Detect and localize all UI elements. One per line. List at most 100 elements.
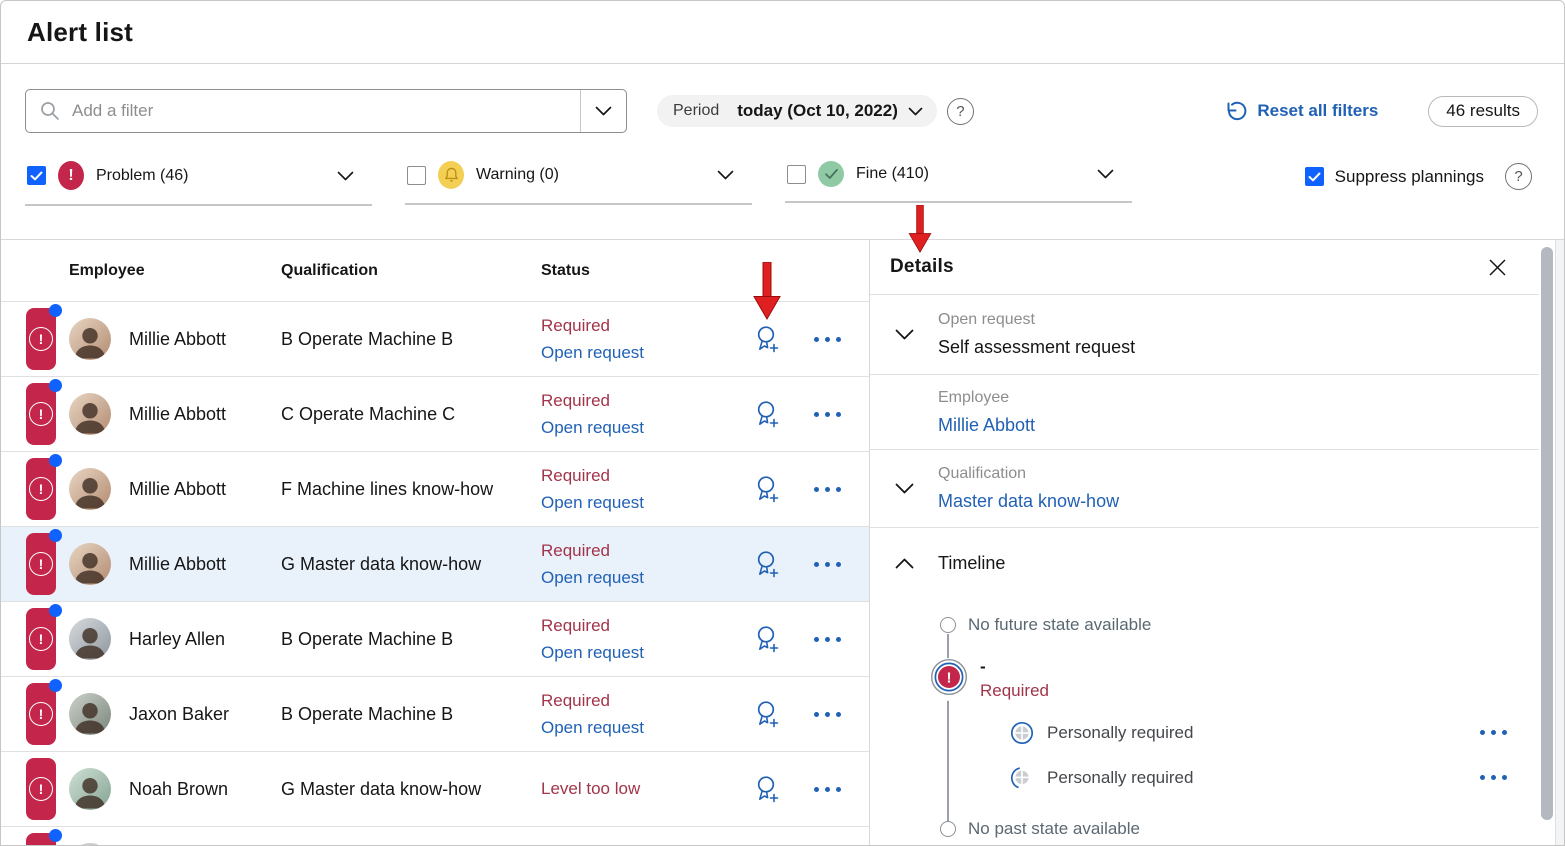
status-cell: Required Open request	[541, 316, 716, 363]
details-header: Details	[870, 240, 1539, 295]
row-overflow-menu-button[interactable]	[812, 331, 843, 348]
status-line-1: Required	[541, 315, 610, 335]
problem-checkbox[interactable]	[27, 166, 46, 185]
warning-checkbox[interactable]	[407, 165, 426, 185]
qualification-cell: B Operate Machine B	[281, 628, 454, 649]
column-header-employee: Employee	[69, 261, 145, 279]
avatar	[69, 393, 111, 435]
details-scrollbar[interactable]	[1539, 240, 1555, 845]
details-panel: Details Open request Self assessment req…	[869, 240, 1539, 845]
chevron-down-icon[interactable]	[337, 171, 354, 181]
chevron-down-icon[interactable]	[870, 329, 938, 340]
status-line-2[interactable]: Open request	[541, 492, 645, 512]
open-request-label: Open request	[938, 311, 1035, 328]
chevron-up-icon[interactable]	[870, 558, 938, 569]
timeline-personal-item: Personally required	[870, 710, 1539, 755]
unread-dot-icon	[49, 454, 62, 467]
chevron-down-icon[interactable]	[1097, 169, 1114, 179]
assign-qualification-ribbon-icon[interactable]	[754, 325, 780, 353]
suppress-plannings-control: Suppress plannings ?	[1304, 157, 1532, 190]
status-line-2[interactable]: Open request	[541, 342, 645, 362]
qualification-cell: G Master data know-how	[281, 778, 482, 799]
chevron-down-icon[interactable]	[870, 483, 938, 494]
qualification-cell: G Master data know-how	[281, 553, 482, 574]
suppress-help-icon[interactable]: ?	[1505, 163, 1532, 190]
table-row[interactable]: ! Millie Abbott C Operate Machine C Requ…	[1, 376, 869, 451]
details-qualification-row: Qualification Master data know-how	[870, 450, 1539, 528]
filter-group-problem[interactable]: ! Problem (46)	[25, 157, 372, 206]
details-open-request-row: Open request Self assessment request	[870, 295, 1539, 375]
results-count-label: 46 results	[1446, 101, 1520, 120]
filter-dropdown-button[interactable]	[580, 90, 626, 132]
unread-dot-icon	[49, 829, 62, 842]
row-overflow-menu-button[interactable]	[812, 481, 843, 498]
assign-qualification-ribbon-icon[interactable]	[754, 400, 780, 428]
table-row[interactable]: ! Millie Abbott B Operate Machine B Requ…	[1, 301, 869, 376]
row-overflow-menu-button[interactable]	[812, 631, 843, 648]
employee-name: Noah Brown	[129, 778, 229, 799]
problem-badge-icon: !	[26, 458, 56, 520]
avatar	[69, 468, 111, 510]
details-employee-row: Employee Millie Abbott	[870, 375, 1539, 450]
unread-dot-icon	[49, 304, 62, 317]
overflow-menu-button[interactable]	[1478, 724, 1509, 741]
suppress-plannings-label: Suppress plannings	[1334, 166, 1484, 186]
close-icon[interactable]	[1484, 254, 1511, 281]
status-line-1: Required	[541, 390, 610, 410]
row-overflow-menu-button[interactable]	[812, 556, 843, 573]
qualification-cell: C Operate Machine C	[281, 403, 456, 424]
qualification-link[interactable]: Master data know-how	[938, 491, 1120, 511]
timeline-future-text: No future state available	[968, 615, 1152, 634]
scrollbar-thumb[interactable]	[1541, 247, 1553, 820]
assign-qualification-ribbon-icon[interactable]	[754, 775, 780, 803]
status-cell: Required Open request	[541, 391, 716, 438]
page-scrollbar-track[interactable]	[1555, 240, 1564, 845]
suppress-plannings-checkbox[interactable]	[1304, 167, 1324, 186]
svg-text:!: !	[947, 669, 952, 686]
alert-table: Employee Qualification Status ! Millie A…	[1, 240, 869, 845]
table-row[interactable]: ! Required	[1, 826, 869, 845]
reset-icon	[1224, 100, 1247, 123]
problem-filter-label: Problem (46)	[96, 166, 189, 184]
filter-search-input[interactable]	[72, 101, 566, 121]
status-line-2[interactable]: Open request	[541, 567, 645, 587]
assign-qualification-ribbon-icon[interactable]	[754, 475, 780, 503]
reset-filters-button[interactable]: Reset all filters	[1224, 100, 1378, 123]
table-row[interactable]: ! Millie Abbott F Machine lines know-how…	[1, 451, 869, 526]
problem-state-icon: !	[930, 657, 968, 701]
problem-badge-icon: !	[26, 758, 56, 820]
employee-label: Employee	[938, 388, 1010, 406]
table-row[interactable]: ! Noah Brown G Master data know-how Leve…	[1, 751, 869, 826]
period-selector[interactable]: Period today (Oct 10, 2022)	[657, 95, 937, 127]
unread-dot-icon	[49, 379, 62, 392]
filter-bar: Period today (Oct 10, 2022) ? Reset all …	[1, 89, 1564, 133]
table-row[interactable]: ! Harley Allen B Operate Machine B Requi…	[1, 601, 869, 676]
assign-qualification-ribbon-icon[interactable]	[754, 550, 780, 578]
filter-group-fine[interactable]: Fine (410)	[785, 157, 1132, 203]
row-overflow-menu-button[interactable]	[812, 781, 843, 798]
row-overflow-menu-button[interactable]	[812, 406, 843, 423]
timeline-past-text: No past state available	[968, 819, 1140, 838]
personally-required-label: Personally required	[1047, 722, 1194, 742]
period-help-icon[interactable]: ?	[946, 97, 974, 125]
filter-group-warning[interactable]: Warning (0)	[405, 157, 752, 205]
timeline: No future state available ! - Required	[870, 598, 1539, 845]
table-row[interactable]: ! Jaxon Baker B Operate Machine B Requir…	[1, 676, 869, 751]
assign-qualification-ribbon-icon[interactable]	[754, 700, 780, 728]
status-line-2[interactable]: Open request	[541, 642, 645, 662]
fine-checkbox[interactable]	[787, 164, 806, 184]
chevron-down-icon[interactable]	[717, 170, 734, 180]
row-overflow-menu-button[interactable]	[812, 706, 843, 723]
status-line-2[interactable]: Open request	[541, 717, 645, 737]
open-request-value: Self assessment request	[938, 337, 1136, 357]
overflow-menu-button[interactable]	[1478, 769, 1509, 786]
problem-badge-icon: !	[26, 308, 56, 370]
filter-search-box[interactable]	[25, 89, 627, 133]
status-cell: Required Open request	[541, 466, 716, 513]
table-row[interactable]: ! Millie Abbott G Master data know-how R…	[1, 526, 869, 601]
employee-link[interactable]: Millie Abbott	[938, 414, 1036, 435]
assign-qualification-ribbon-icon[interactable]	[754, 625, 780, 653]
status-filters-row: ! Problem (46) Warning (0) Fine (410)	[1, 157, 1564, 206]
status-line-2[interactable]: Open request	[541, 417, 645, 437]
warning-filter-label: Warning (0)	[476, 166, 559, 183]
